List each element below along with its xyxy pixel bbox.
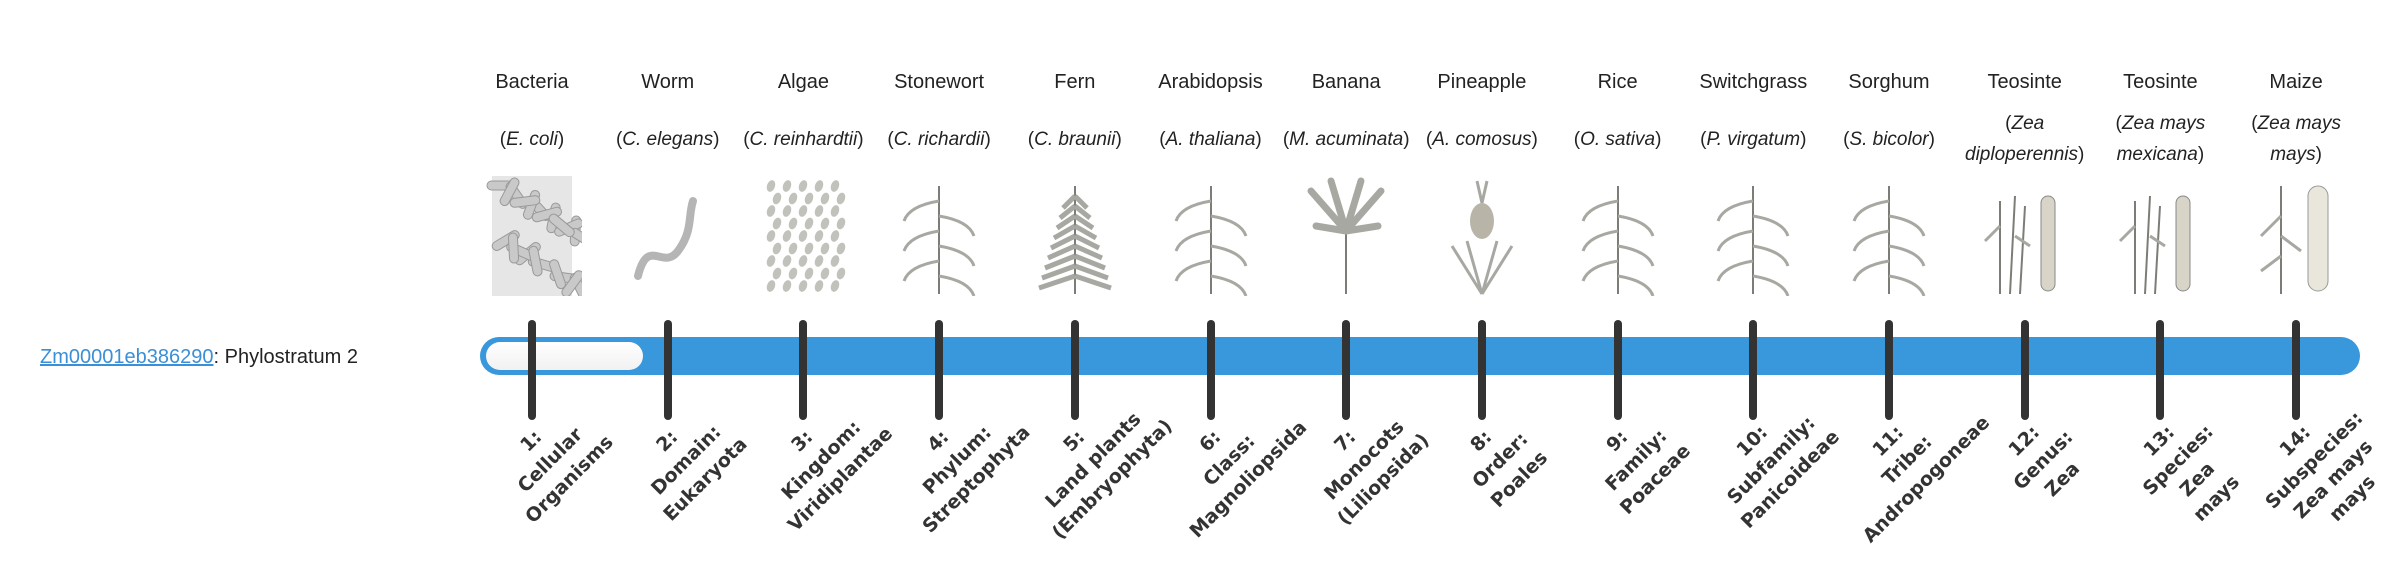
organism-column: Worm (C. elegans)	[600, 0, 736, 580]
organism-column: Teosinte (Zea mays mexicana)	[2092, 0, 2228, 580]
switchgrass-icon	[1703, 176, 1803, 297]
organism-name: Arabidopsis	[1158, 71, 1263, 93]
species-name: A. thaliana	[1165, 128, 1256, 150]
species-name: Zea mays mexicana	[2116, 113, 2206, 165]
organism-species: (A. thaliana)	[1159, 128, 1262, 150]
organism-species: (Zea diploperennis)	[1965, 113, 2085, 165]
organism-species: (M. acuminata)	[1282, 128, 1410, 150]
stratum-tick	[2156, 320, 2165, 420]
organism-column: Bacteria (E. coli)	[464, 0, 600, 580]
species-name: P. virgatum	[1706, 128, 1801, 150]
species-name: S. bicolor	[1849, 128, 1929, 150]
organism-species: (C. reinhardtii)	[743, 128, 864, 150]
maize-icon	[2246, 176, 2346, 296]
stratum-tick	[528, 320, 536, 420]
organism-name: Banana	[1311, 71, 1381, 93]
organism-species: (Zea mays mexicana)	[2115, 113, 2206, 165]
worm-icon	[618, 176, 718, 296]
bacteria-icon	[482, 176, 598, 302]
species-name: C. elegans	[622, 128, 714, 150]
organism-species: (C. elegans)	[615, 128, 720, 150]
organism-species: (E. coli)	[499, 128, 565, 150]
organism-name: Fern	[1054, 71, 1096, 93]
organism-species: (C. braunii)	[1027, 128, 1122, 150]
gene-id-link[interactable]: Zm00001eb386290	[40, 346, 214, 368]
teosinte-icon	[2110, 176, 2210, 296]
organism-name: Algae	[777, 71, 829, 93]
stratum-tick	[799, 320, 808, 420]
phylostratum-bar-fill	[486, 342, 643, 370]
teosinte-icon	[1975, 176, 2075, 296]
stratum-tick	[1206, 320, 1215, 420]
species-name: E. coli	[506, 128, 558, 150]
organism-name: Switchgrass	[1699, 71, 1808, 93]
fern-icon	[1025, 176, 1125, 296]
stratum-tick	[2292, 320, 2301, 420]
species-name: Zea diploperennis	[1965, 113, 2079, 165]
organism-name: Sorghum	[1848, 71, 1930, 93]
species-name: M. acuminata	[1289, 128, 1404, 150]
organism-column: Rice (O. sativa)	[1550, 0, 1686, 580]
pineapple-icon	[1432, 176, 1532, 296]
organism-column: Teosinte (Zea diploperennis)	[1957, 0, 2093, 580]
stratum-tick	[2020, 320, 2029, 420]
stratum-tick	[663, 320, 672, 420]
organism-species: (O. sativa)	[1573, 128, 1662, 150]
algae-icon	[753, 176, 853, 296]
organism-column: Algae (C. reinhardtii)	[735, 0, 871, 580]
phylostratum-text: Phylostratum 2	[219, 346, 358, 368]
species-name: A. comosus	[1432, 128, 1532, 150]
stonewort-icon	[889, 176, 989, 297]
organism-species: (Zea mays mays)	[2251, 113, 2341, 165]
stratum-tick	[1070, 320, 1079, 420]
organism-name: Teosinte	[2123, 71, 2198, 93]
organism-species: (S. bicolor)	[1843, 128, 1935, 150]
organism-column: Stonewort (C. richardii)	[871, 0, 1007, 580]
organism-column: Fern (C. braunii)	[1007, 0, 1143, 580]
organism-species: (P. virgatum)	[1700, 128, 1807, 150]
organism-column: Sorghum (S. bicolor)	[1821, 0, 1957, 580]
organism-column: Pineapple (A. comosus)	[1414, 0, 1550, 580]
banana-icon	[1296, 176, 1396, 296]
organism-column: Arabidopsis (A. thaliana)	[1143, 0, 1279, 580]
organism-name: Stonewort	[894, 71, 985, 93]
organism-column: Banana (M. acuminata)	[1278, 0, 1414, 580]
organism-column: Maize (Zea mays mays)	[2228, 0, 2364, 580]
organism-name: Teosinte	[1987, 71, 2062, 93]
stratum-tick	[1613, 320, 1622, 420]
phylostratum-bar	[480, 337, 2360, 375]
organism-column: Switchgrass (P. virgatum)	[1685, 0, 1821, 580]
species-name: O. sativa	[1580, 128, 1656, 150]
organism-name: Maize	[2269, 71, 2323, 93]
stratum-tick	[1342, 320, 1351, 420]
stratum-tick	[1477, 320, 1486, 420]
organism-name: Worm	[641, 71, 695, 93]
organism-name: Rice	[1597, 71, 1638, 93]
species-name: C. braunii	[1034, 128, 1116, 150]
species-name: Zea mays mays	[2257, 113, 2341, 165]
organism-name: Bacteria	[495, 71, 569, 93]
sorghum-icon	[1839, 176, 1939, 297]
organism-species: (A. comosus)	[1425, 128, 1538, 150]
stratum-tick	[935, 320, 944, 420]
species-name: C. reinhardtii	[749, 128, 858, 150]
organism-species: (C. richardii)	[887, 128, 991, 150]
separator: :	[213, 346, 220, 368]
gene-phylostratum-label: Zm00001eb386290: Phylostratum 2	[40, 343, 358, 371]
arabidopsis-icon	[1161, 176, 1261, 297]
stratum-tick	[1749, 320, 1758, 420]
species-name: C. richardii	[893, 128, 985, 150]
stratum-tick	[1885, 320, 1893, 420]
rice-icon	[1568, 176, 1668, 297]
organism-name: Pineapple	[1437, 71, 1527, 93]
